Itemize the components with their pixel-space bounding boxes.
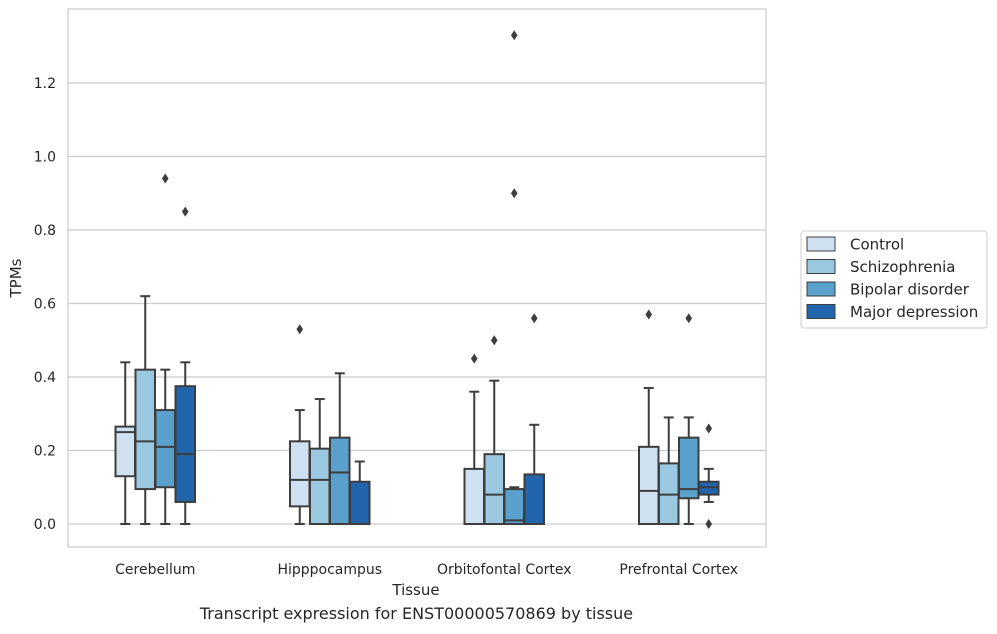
legend: Control Schizophrenia Bipolar disorder Majo… xyxy=(800,230,988,329)
box-body xyxy=(329,436,351,526)
y-tick-label: 0.8 xyxy=(34,223,56,239)
box-2-0 xyxy=(463,353,485,525)
box-groups xyxy=(114,30,720,529)
legend-label: Control xyxy=(850,236,904,254)
y-tick-label: 0.0 xyxy=(34,517,56,533)
legend-swatch xyxy=(806,281,836,297)
box-body xyxy=(114,425,136,478)
box-body xyxy=(483,453,505,525)
box-1-3 xyxy=(349,460,371,525)
legend-swatch xyxy=(806,304,836,319)
outlier-point xyxy=(470,353,478,364)
box-body xyxy=(134,368,156,491)
box-body xyxy=(309,447,331,526)
y-tick-labels: 0.0 0.2 0.4 0.6 0.8 1.0 1.2 xyxy=(34,76,56,533)
plot-frame xyxy=(67,8,767,548)
outlier-point xyxy=(685,313,693,324)
legend-label: Schizophrenia xyxy=(850,258,955,276)
y-tick-label: 0.4 xyxy=(34,370,56,386)
box-body xyxy=(174,385,196,503)
outlier-point xyxy=(510,30,518,41)
box-0-3 xyxy=(174,206,196,525)
outlier-point xyxy=(530,313,538,324)
x-tick-label: Orbitofontal Cortex xyxy=(437,562,572,578)
outlier-point xyxy=(161,173,169,184)
legend-label: Major depression xyxy=(850,303,978,321)
box-body xyxy=(349,480,371,525)
legend-swatch xyxy=(806,236,836,252)
outlier-point xyxy=(705,423,713,434)
legend-frame xyxy=(800,230,988,329)
y-tick-label: 0.6 xyxy=(34,297,56,313)
outlier-point xyxy=(705,519,713,529)
box-3-3 xyxy=(698,423,720,529)
box-1-0 xyxy=(289,324,311,525)
box-1-2 xyxy=(329,372,351,526)
box-body xyxy=(503,488,525,525)
box-body xyxy=(523,473,545,526)
outlier-point xyxy=(645,309,653,320)
box-body xyxy=(638,445,660,526)
x-tick-label: Hipppocampus xyxy=(277,562,382,578)
legend-swatch xyxy=(806,259,836,274)
y-tick-label: 1.2 xyxy=(34,76,56,92)
y-tick-label: 0.2 xyxy=(34,444,56,460)
box-body xyxy=(154,409,176,489)
outlier-point xyxy=(490,335,498,346)
outlier-point xyxy=(181,206,189,217)
box-3-2 xyxy=(678,313,700,525)
x-axis-title: Tissue xyxy=(391,581,439,599)
x-tick-label: Prefrontal Cortex xyxy=(619,562,738,578)
y-axis-title: TPMs xyxy=(7,258,25,298)
box-body xyxy=(678,436,700,500)
outlier-point xyxy=(296,324,304,335)
figure-caption: Transcript expression for ENST0000057086… xyxy=(199,604,634,623)
box-0-0 xyxy=(114,361,136,525)
legend-label: Bipolar disorder xyxy=(850,281,970,299)
box-3-1 xyxy=(658,416,680,525)
x-tick-label: Cerebellum xyxy=(115,562,195,578)
box-body xyxy=(463,467,485,525)
y-tick-label: 1.0 xyxy=(34,150,56,166)
box-2-3 xyxy=(523,313,545,526)
box-body xyxy=(289,440,311,508)
outlier-point xyxy=(510,188,518,199)
x-tick-labels: Cerebellum Hipppocampus Orbitofontal Corte… xyxy=(115,562,738,578)
box-2-2 xyxy=(503,30,525,525)
